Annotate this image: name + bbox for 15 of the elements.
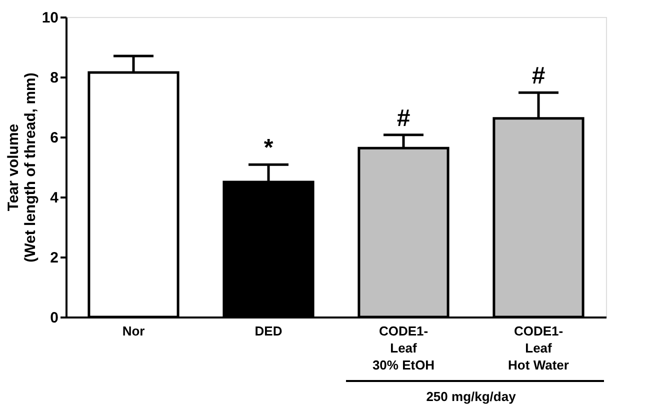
x-tick-label: CODE1- Leaf 30% EtOH bbox=[372, 324, 435, 372]
text: 250 mg/kg/day bbox=[426, 389, 517, 404]
annotation: # bbox=[396, 104, 410, 132]
x-tick-label: CODE1- Leaf Hot Water bbox=[508, 324, 569, 372]
x-tick-label: Nor bbox=[122, 324, 145, 338]
x-tick-label: DED bbox=[254, 324, 282, 338]
y-tick-label: 0 bbox=[50, 310, 58, 326]
y-tick-label: 10 bbox=[42, 10, 58, 26]
y-axis-title: Tear volume (Wet length of thread, mm) bbox=[4, 72, 39, 262]
annotation: # bbox=[532, 62, 546, 90]
y-tick-label: 6 bbox=[50, 130, 58, 146]
y-tick-label: 2 bbox=[50, 250, 58, 266]
annotation: * bbox=[264, 134, 274, 162]
y-tick-label: 8 bbox=[50, 70, 58, 86]
y-tick-label: 4 bbox=[50, 190, 60, 206]
